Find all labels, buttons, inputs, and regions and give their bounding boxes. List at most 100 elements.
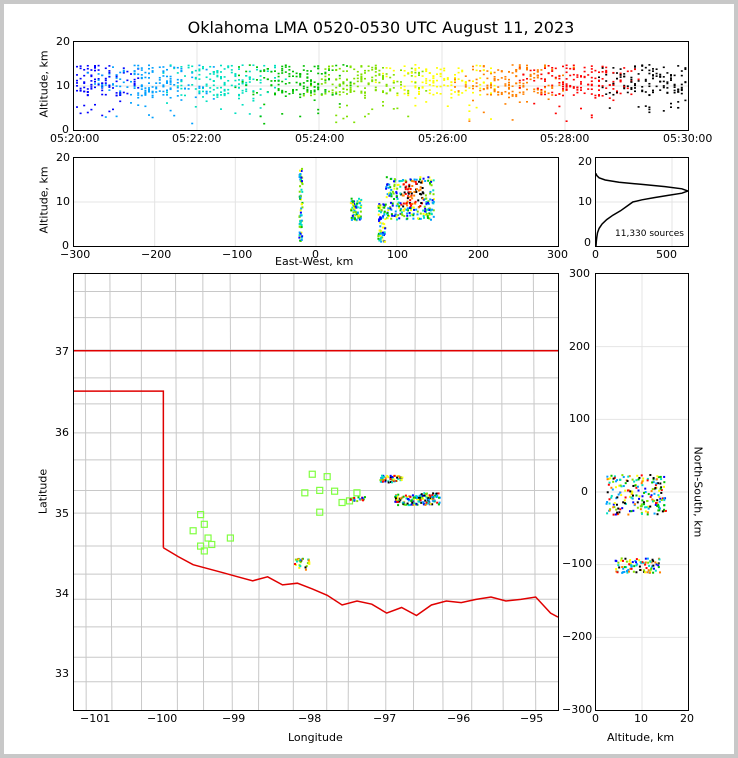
time-altitude-source bbox=[176, 85, 179, 87]
time-altitude-source bbox=[590, 93, 593, 95]
ew-altitude-source bbox=[394, 179, 397, 182]
ns-altitude-source bbox=[636, 506, 639, 509]
time-altitude-source bbox=[259, 81, 262, 84]
time-altitude-source bbox=[205, 76, 208, 79]
plan-view-source bbox=[399, 497, 402, 500]
p3-ytick: 0 bbox=[584, 236, 591, 249]
time-altitude-source bbox=[155, 87, 158, 90]
ns-altitude-source bbox=[640, 474, 643, 477]
ns-altitude-source bbox=[638, 476, 641, 479]
time-altitude-source bbox=[392, 69, 395, 72]
ew-altitude-source bbox=[430, 184, 433, 187]
ew-altitude-source bbox=[403, 207, 406, 210]
time-altitude-source bbox=[281, 90, 284, 93]
time-altitude-source bbox=[490, 92, 492, 95]
ew-altitude-source bbox=[405, 202, 408, 205]
ns-altitude-source bbox=[627, 568, 630, 571]
ns-altitude-source bbox=[652, 571, 655, 574]
time-altitude-source bbox=[598, 94, 600, 96]
altitude-histogram-line bbox=[596, 173, 688, 246]
ns-altitude-source bbox=[647, 561, 650, 564]
ew-altitude-source bbox=[408, 211, 411, 214]
p1-ytick: 10 bbox=[56, 79, 70, 92]
ew-altitude-source bbox=[406, 207, 409, 210]
plan-view-source bbox=[294, 563, 297, 566]
ew-altitude-source bbox=[422, 212, 425, 215]
time-altitude-source bbox=[119, 94, 122, 96]
ew-altitude-source bbox=[350, 197, 353, 200]
time-altitude-source bbox=[583, 70, 586, 73]
ew-altitude-source bbox=[421, 191, 424, 194]
ew-altitude-source bbox=[386, 212, 389, 215]
time-altitude-source bbox=[342, 81, 345, 83]
plan-view-source bbox=[397, 477, 400, 480]
time-altitude-source bbox=[594, 69, 597, 72]
time-altitude-source bbox=[169, 96, 172, 99]
ew-altitude-source bbox=[423, 210, 426, 213]
time-altitude-source bbox=[623, 87, 626, 90]
ew-altitude-source bbox=[411, 185, 414, 188]
time-altitude-source bbox=[288, 69, 291, 71]
time-altitude-source bbox=[281, 91, 284, 94]
time-altitude-source bbox=[641, 89, 644, 92]
time-altitude-source bbox=[407, 115, 410, 118]
ns-altitude-source bbox=[630, 510, 633, 513]
ew-altitude-source bbox=[360, 198, 363, 201]
time-altitude-source bbox=[644, 78, 647, 81]
time-altitude-source bbox=[608, 84, 611, 86]
time-altitude-source bbox=[122, 70, 125, 73]
time-altitude-source bbox=[115, 94, 118, 97]
time-altitude-source bbox=[680, 83, 683, 86]
ew-altitude-source bbox=[382, 222, 385, 225]
time-altitude-source bbox=[364, 77, 366, 80]
time-altitude-source bbox=[76, 106, 78, 108]
time-altitude-source bbox=[166, 91, 168, 94]
time-altitude-source bbox=[414, 86, 417, 89]
time-altitude-source bbox=[522, 79, 525, 81]
time-altitude-source bbox=[374, 86, 377, 89]
lma-station-marker bbox=[316, 486, 324, 494]
ns-altitude-source bbox=[644, 563, 647, 566]
time-altitude-source bbox=[281, 68, 284, 70]
time-altitude-source bbox=[605, 66, 608, 69]
time-altitude-source bbox=[425, 101, 428, 103]
time-altitude-source bbox=[562, 85, 564, 88]
time-altitude-source bbox=[238, 97, 240, 100]
time-altitude-source bbox=[684, 68, 687, 71]
time-altitude-source bbox=[328, 69, 330, 71]
time-altitude-source bbox=[461, 69, 464, 72]
time-altitude-source bbox=[346, 93, 348, 95]
ns-altitude-source bbox=[657, 506, 660, 509]
ns-altitude-source bbox=[644, 510, 647, 513]
time-altitude-source bbox=[648, 111, 651, 114]
time-altitude-source bbox=[634, 83, 636, 85]
time-altitude-source bbox=[598, 89, 600, 91]
time-altitude-source bbox=[569, 67, 572, 70]
ew-altitude-source bbox=[350, 209, 353, 212]
ew-altitude-source bbox=[378, 218, 381, 221]
time-altitude-source bbox=[346, 70, 348, 72]
plan-view-source bbox=[437, 503, 440, 506]
ns-altitude-source bbox=[608, 509, 611, 512]
time-altitude-source bbox=[432, 93, 435, 96]
ns-altitude-source bbox=[634, 559, 637, 562]
ns-altitude-source bbox=[663, 497, 666, 500]
ns-altitude-source bbox=[639, 508, 642, 511]
time-altitude-source bbox=[299, 96, 302, 99]
time-altitude-source bbox=[662, 85, 665, 87]
time-altitude-source bbox=[360, 65, 363, 68]
time-altitude-source bbox=[205, 90, 208, 93]
ew-altitude-source bbox=[298, 215, 301, 218]
time-altitude-source bbox=[457, 90, 460, 92]
time-altitude-source bbox=[328, 65, 330, 68]
time-altitude-source bbox=[212, 94, 215, 96]
ew-altitude-source bbox=[419, 205, 422, 208]
plan-view-source bbox=[379, 479, 382, 482]
ew-altitude-source bbox=[396, 187, 399, 190]
time-altitude-source bbox=[324, 75, 327, 78]
time-altitude-source bbox=[544, 80, 546, 82]
time-altitude-source bbox=[364, 115, 366, 118]
time-altitude-source bbox=[439, 85, 442, 88]
time-altitude-source bbox=[151, 71, 154, 73]
ew-altitude-source bbox=[426, 216, 429, 219]
